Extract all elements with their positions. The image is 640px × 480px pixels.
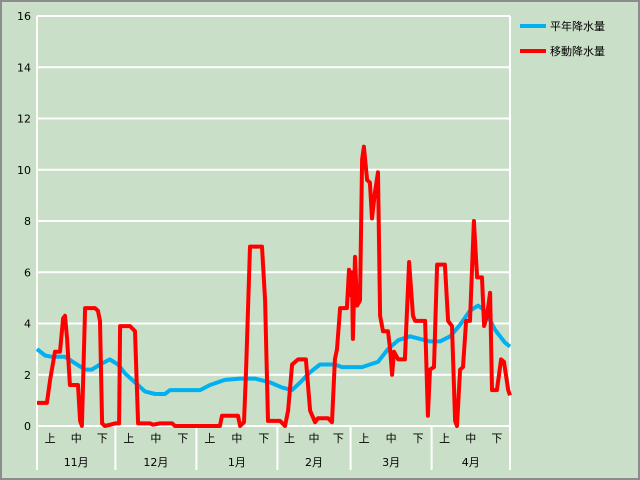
y-tick-label: 2: [24, 369, 31, 382]
dekad-label: 下: [97, 432, 108, 445]
month-label: 2月: [305, 456, 323, 469]
dekad-label: 下: [491, 432, 502, 445]
y-tick-label: 12: [17, 113, 31, 126]
series-line-moving-precipitation: [37, 144, 512, 428]
dekad-label: 上: [204, 432, 215, 445]
dekad-label: 中: [231, 432, 242, 445]
month-label: 4月: [462, 456, 480, 469]
month-label: 12月: [143, 456, 168, 469]
y-tick-label: 8: [24, 215, 31, 228]
y-tick-label: 6: [24, 266, 31, 279]
dekad-label: 上: [284, 432, 295, 445]
dekad-label: 上: [439, 432, 450, 445]
dekad-label: 下: [177, 432, 188, 445]
y-axis-ticks: 0 2 4 6 8 10 12 14 16: [17, 10, 31, 433]
dekad-label: 中: [465, 432, 476, 445]
y-tick-label: 4: [24, 318, 31, 331]
month-label: 1月: [228, 456, 246, 469]
legend-label-moving: 移動降水量: [550, 44, 605, 58]
y-tick-label: 0: [24, 420, 31, 433]
dekad-label: 中: [386, 432, 397, 445]
dekad-label: 上: [45, 432, 56, 445]
month-label: 3月: [382, 456, 400, 469]
dekad-label: 中: [309, 432, 320, 445]
month-label: 11月: [64, 456, 89, 469]
dekad-label: 下: [413, 432, 424, 445]
y-tick-label: 14: [17, 61, 31, 74]
series-line-normal-precipitation: [35, 303, 512, 396]
series-lines: [35, 144, 512, 428]
y-tick-label: 16: [17, 10, 31, 23]
dekad-label: 下: [258, 432, 269, 445]
x-axis: 上中下11月上中下12月上中下1月上中下2月上中下3月上中下4月: [45, 426, 511, 470]
dekad-label: 中: [150, 432, 161, 445]
dekad-label: 下: [333, 432, 344, 445]
dekad-label: 上: [123, 432, 134, 445]
y-tick-label: 10: [17, 164, 31, 177]
legend: 平年降水量 移動降水量: [520, 19, 605, 58]
dekad-label: 上: [359, 432, 370, 445]
dekad-label: 中: [71, 432, 82, 445]
legend-label-normal: 平年降水量: [550, 19, 605, 33]
gridlines: [36, 15, 511, 470]
